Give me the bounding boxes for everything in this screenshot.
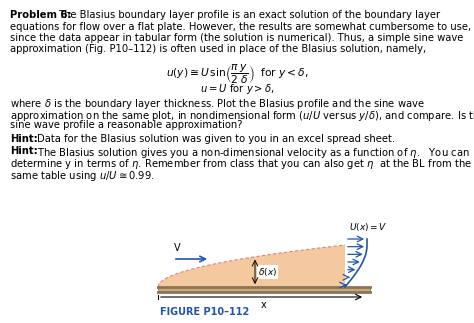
Text: same table using $u/U \cong 0.99$.: same table using $u/U \cong 0.99$. xyxy=(10,169,155,183)
Text: V: V xyxy=(173,243,180,253)
Text: The Blasius boundary layer profile is an exact solution of the boundary layer: The Blasius boundary layer profile is an… xyxy=(58,10,440,20)
Text: Problem 6:: Problem 6: xyxy=(10,10,72,20)
Polygon shape xyxy=(158,245,345,287)
Text: approximation on the same plot, in nondimensional form ($u/U$ versus $y/\delta$): approximation on the same plot, in nondi… xyxy=(10,109,474,123)
Text: $U(x) = V$: $U(x) = V$ xyxy=(349,221,388,233)
Polygon shape xyxy=(158,287,370,292)
Text: equations for flow over a flat plate. However, the results are somewhat cumberso: equations for flow over a flat plate. Ho… xyxy=(10,22,471,32)
Text: FIGURE P10–112: FIGURE P10–112 xyxy=(160,307,249,317)
Text: The Blasius solution gives you a non-dimensional velocity as a function of $\eta: The Blasius solution gives you a non-dim… xyxy=(37,146,470,160)
Text: approximation (Fig. P10–112) is often used in place of the Blasius solution, nam: approximation (Fig. P10–112) is often us… xyxy=(10,45,426,55)
Text: $u = U$ for $y > \delta$,: $u = U$ for $y > \delta$, xyxy=(200,82,274,97)
Text: determine y in terms of $\eta$. Remember from class that you can also get $\eta$: determine y in terms of $\eta$. Remember… xyxy=(10,157,472,171)
Text: Hint:: Hint: xyxy=(10,134,38,144)
Text: Data for the Blasius solution was given to you in an excel spread sheet.: Data for the Blasius solution was given … xyxy=(37,134,395,144)
Text: since the data appear in tabular form (the solution is numerical). Thus, a simpl: since the data appear in tabular form (t… xyxy=(10,33,464,43)
Text: where $\delta$ is the boundary layer thickness. Plot the Blasius profile and the: where $\delta$ is the boundary layer thi… xyxy=(10,98,425,111)
Text: x: x xyxy=(261,300,267,310)
Text: sine wave profile a reasonable approximation?: sine wave profile a reasonable approxima… xyxy=(10,120,243,130)
Text: $u(y) \cong U\,\sin\!\left(\dfrac{\pi\;y}{2\;\delta}\right)$  for $y < \delta$,: $u(y) \cong U\,\sin\!\left(\dfrac{\pi\;y… xyxy=(165,63,309,86)
Text: $\delta(x)$: $\delta(x)$ xyxy=(258,266,277,278)
Text: Hint:: Hint: xyxy=(10,146,38,156)
